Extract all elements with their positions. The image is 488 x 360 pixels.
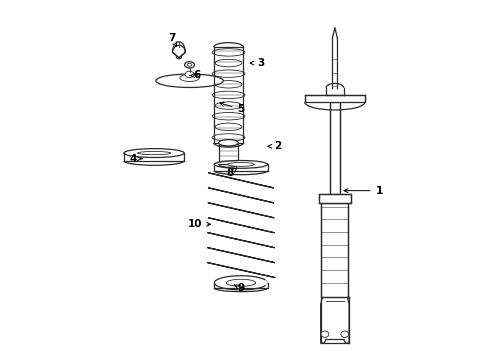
Polygon shape [318, 194, 350, 203]
Text: 7: 7 [168, 33, 176, 46]
Ellipse shape [212, 112, 244, 120]
Ellipse shape [187, 63, 191, 66]
Text: 4: 4 [129, 154, 142, 164]
Polygon shape [329, 102, 340, 194]
Ellipse shape [215, 59, 242, 67]
Ellipse shape [137, 152, 170, 155]
Ellipse shape [185, 71, 194, 77]
Ellipse shape [321, 331, 328, 337]
Polygon shape [172, 42, 185, 58]
Text: 5: 5 [220, 102, 244, 114]
Ellipse shape [212, 91, 244, 99]
Ellipse shape [124, 149, 184, 157]
Ellipse shape [184, 62, 194, 68]
Polygon shape [321, 203, 347, 297]
Text: 10: 10 [187, 219, 210, 229]
Ellipse shape [212, 49, 244, 56]
Text: 1: 1 [344, 186, 382, 195]
Text: 2: 2 [267, 141, 281, 151]
Ellipse shape [212, 70, 244, 77]
Polygon shape [304, 95, 364, 102]
Ellipse shape [212, 134, 244, 141]
Ellipse shape [215, 81, 242, 88]
Polygon shape [320, 297, 348, 343]
Text: 8: 8 [226, 168, 236, 178]
Ellipse shape [218, 140, 238, 146]
Ellipse shape [340, 331, 348, 337]
Ellipse shape [215, 102, 242, 109]
Ellipse shape [215, 123, 242, 131]
Ellipse shape [156, 74, 223, 87]
Text: 6: 6 [190, 71, 200, 80]
Ellipse shape [214, 161, 267, 168]
Ellipse shape [180, 75, 199, 81]
Text: 9: 9 [234, 283, 244, 293]
Ellipse shape [227, 162, 254, 166]
Text: 3: 3 [250, 58, 264, 68]
